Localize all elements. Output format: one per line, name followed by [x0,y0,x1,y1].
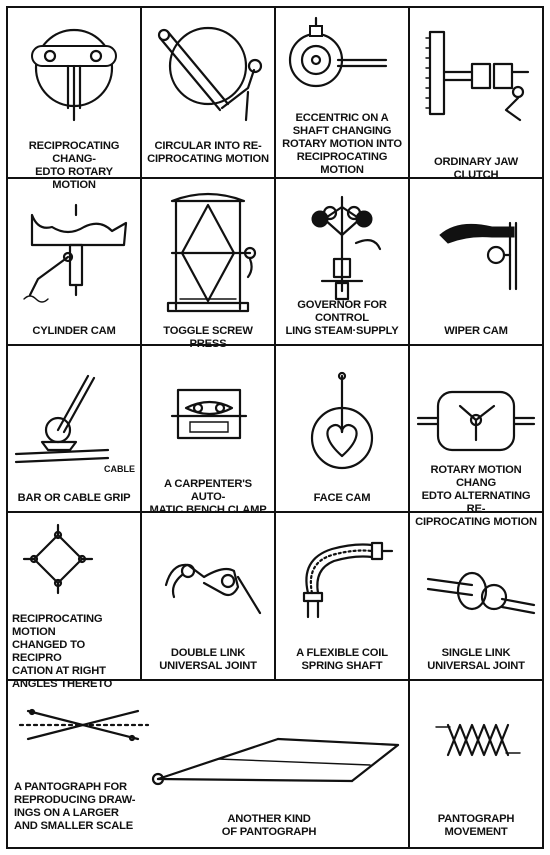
jaw-clutch-illustration [410,8,542,177]
face-cam-illustration [276,346,408,511]
cell-eccentric-on-shaft: ECCENTRIC ON A SHAFT CHANGING ROTARY MOT… [276,8,410,179]
cell-cylinder-cam: CYLINDER CAM [8,179,142,346]
circular-to-reciprocating-illustration [142,8,274,177]
cell-toggle-screw-press: TOGGLE SCREW PRESS [142,179,276,350]
caption: CIRCULAR INTO RE- CIPROCATING MOTION [147,140,269,165]
caption: FACE CAM [313,492,371,504]
cell-wiper-cam: WIPER CAM [410,179,544,346]
cylinder-cam-illustration [8,179,140,344]
caption: ECCENTRIC ON A SHAFT CHANGING ROTARY MOT… [282,112,402,176]
caption: BAR OR CABLE GRIP [17,492,131,504]
pantographs-illustration [8,681,408,849]
cell-pantographs: A PANTOGRAPH FOR REPRODUCING DRAW- INGS … [8,681,410,849]
caption: TOGGLE SCREW PRESS [163,325,253,350]
bench-clamp-illustration [142,346,274,511]
pantograph-movement-illustration [410,681,542,849]
rotary-to-alternating-illustration [410,346,542,511]
caption: RECIPROCATING CHANG- EDTO ROTARY MOTION [28,140,120,191]
cell-bench-clamp: A CARPENTER'S AUTO- MATIC BENCH CLAMP [142,346,276,516]
caption: ORDINARY JAW CLUTCH [433,156,518,181]
caption: ROTARY MOTION CHANG EDTO ALTERNATING RE-… [415,464,537,528]
cell-double-link-joint: DOUBLE LINK UNIVERSAL JOINT [142,513,276,681]
caption: WIPER CAM [444,325,508,337]
governor-illustration [276,179,408,344]
mechanism-plate: RECIPROCATING CHANG- EDTO ROTARY MOTION … [6,6,544,849]
cable-label: CABLE [104,464,135,474]
caption: DOUBLE LINK UNIVERSAL JOINT [159,647,257,672]
caption: A CARPENTER'S AUTO- MATIC BENCH CLAMP [149,478,267,516]
cell-bar-cable-grip: CABLE BAR OR CABLE GRIP [8,346,142,513]
cell-rotary-to-alternating: ROTARY MOTION CHANG EDTO ALTERNATING RE-… [410,346,544,528]
caption-pantograph-1: A PANTOGRAPH FOR REPRODUCING DRAW- INGS … [14,781,136,832]
caption: A FLEXIBLE COIL SPRING SHAFT [296,647,388,672]
reciprocating-to-rotary-illustration [8,8,140,177]
eccentric-on-shaft-illustration [276,8,408,177]
cell-jaw-clutch: ORDINARY JAW CLUTCH [410,8,544,181]
right-angle-reciprocation-illustration [8,513,140,679]
caption: RECIPROCATING MOTION CHANGED TO RECIPRO … [12,613,113,690]
cell-single-link-joint: SINGLE LINK UNIVERSAL JOINT [410,513,544,681]
cell-right-angle-reciprocation: RECIPROCATING MOTION CHANGED TO RECIPRO … [8,513,142,690]
cell-face-cam: FACE CAM [276,346,410,513]
single-link-joint-illustration [410,513,542,679]
caption-pantograph-2: ANOTHER KIND OF PANTOGRAPH [221,813,317,838]
caption: GOVERNOR FOR CONTROL LING STEAM·SUPPLY [285,299,399,337]
bar-cable-grip-illustration [8,346,140,511]
cell-reciprocating-to-rotary: RECIPROCATING CHANG- EDTO ROTARY MOTION [8,8,142,191]
cell-pantograph-movement: PANTOGRAPH MOVEMENT [410,681,544,849]
cell-circular-to-reciprocating: CIRCULAR INTO RE- CIPROCATING MOTION [142,8,276,179]
toggle-screw-press-illustration [142,179,274,344]
flexible-coil-shaft-illustration [276,513,408,679]
caption: SINGLE LINK UNIVERSAL JOINT [427,647,525,672]
caption-pantograph-3: PANTOGRAPH MOVEMENT [437,813,515,838]
cell-governor: GOVERNOR FOR CONTROL LING STEAM·SUPPLY [276,179,410,346]
double-link-joint-illustration [142,513,274,679]
cell-flexible-coil-shaft: A FLEXIBLE COIL SPRING SHAFT [276,513,410,681]
caption: CYLINDER CAM [32,325,116,337]
wiper-cam-illustration [410,179,542,344]
